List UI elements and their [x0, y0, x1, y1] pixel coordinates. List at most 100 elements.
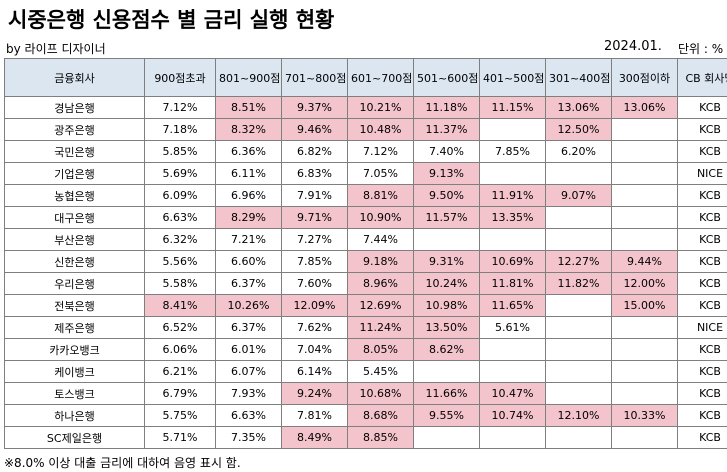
table-row: 카카오뱅크 6.06% 6.01% 7.04% 8.05% 8.62% KCB — [4, 338, 727, 361]
rate-cell — [479, 228, 546, 251]
rate-cell: 7.91% — [281, 184, 348, 207]
column-header: 301~400점 — [545, 58, 612, 97]
rate-cell: 6.63% — [144, 206, 216, 229]
rate-cell: 5.58% — [144, 272, 216, 295]
rate-cell — [545, 228, 612, 251]
rate-cell: 8.96% — [347, 272, 414, 295]
rate-cell: 5.71% — [144, 426, 216, 449]
rate-cell: 7.93% — [215, 382, 282, 405]
rate-cell: 11.65% — [479, 294, 546, 317]
rate-cell: 7.04% — [281, 338, 348, 361]
cb-company-cell: KCB — [677, 426, 727, 449]
rate-cell — [479, 162, 546, 185]
rate-cell — [479, 426, 546, 449]
rate-cell: 7.62% — [281, 316, 348, 339]
rate-cell: 6.82% — [281, 140, 348, 163]
rate-cell — [611, 338, 678, 361]
table-body: 경남은행 7.12% 8.51% 9.37% 10.21% 11.18% 11.15% 13.… — [4, 96, 727, 449]
rate-cell: 5.45% — [347, 360, 414, 383]
rate-cell: 6.36% — [215, 140, 282, 163]
cb-company-cell: KCB — [677, 140, 727, 163]
rate-cell: 7.18% — [144, 118, 216, 141]
rate-cell: 6.01% — [215, 338, 282, 361]
rate-cell: 6.07% — [215, 360, 282, 383]
rate-cell — [545, 338, 612, 361]
rate-cell — [611, 426, 678, 449]
rate-cell: 5.56% — [144, 250, 216, 273]
rate-cell: 7.85% — [479, 140, 546, 163]
rate-cell: 6.11% — [215, 162, 282, 185]
bank-name-cell: 대구은행 — [4, 206, 145, 229]
page-title: 시중은행 신용점수 별 금리 실행 현황 — [8, 8, 335, 32]
bank-name-cell: 농협은행 — [4, 184, 145, 207]
rate-cell: 9.55% — [413, 404, 480, 427]
byline: by 라이프 디자이너 — [6, 42, 106, 56]
cb-company-cell: KCB — [677, 404, 727, 427]
column-header: 801~900점 — [215, 58, 282, 97]
rate-cell: 10.69% — [479, 250, 546, 273]
rate-cell: 6.21% — [144, 360, 216, 383]
rate-cell: 8.68% — [347, 404, 414, 427]
column-header: 401~500점 — [479, 58, 546, 97]
rate-cell: 10.21% — [347, 96, 414, 119]
rate-cell: 13.06% — [545, 96, 612, 119]
rate-cell: 12.10% — [545, 404, 612, 427]
rate-cell: 11.82% — [545, 272, 612, 295]
rate-cell — [413, 360, 480, 383]
bank-name-cell: 기업은행 — [4, 162, 145, 185]
rate-cell: 5.61% — [479, 316, 546, 339]
rate-cell: 11.24% — [347, 316, 414, 339]
rate-cell: 7.12% — [347, 140, 414, 163]
rate-cell: 7.60% — [281, 272, 348, 295]
table-row: 경남은행 7.12% 8.51% 9.37% 10.21% 11.18% 11.15% 13.… — [4, 96, 727, 119]
rate-cell: 8.49% — [281, 426, 348, 449]
rate-cell: 6.52% — [144, 316, 216, 339]
rate-cell: 9.50% — [413, 184, 480, 207]
rate-cell: 8.05% — [347, 338, 414, 361]
rate-cell: 9.24% — [281, 382, 348, 405]
table-row: 전북은행 8.41% 10.26% 12.09% 12.69% 10.98% 11.65% 1… — [4, 294, 727, 317]
rate-cell: 15.00% — [611, 294, 678, 317]
rate-cell: 11.57% — [413, 206, 480, 229]
header-row: 금융회사 900점초과 801~900점 701~800점 601~700점 501~60… — [4, 58, 727, 97]
cb-company-cell: KCB — [677, 118, 727, 141]
table-row: 케이뱅크 6.21% 6.07% 6.14% 5.45% KCB — [4, 360, 727, 383]
rate-cell: 10.26% — [215, 294, 282, 317]
bank-name-cell: 경남은행 — [4, 96, 145, 119]
cb-company-cell: KCB — [677, 272, 727, 295]
rate-cell: 13.06% — [611, 96, 678, 119]
rate-cell: 10.48% — [347, 118, 414, 141]
rate-cell: 6.14% — [281, 360, 348, 383]
cb-company-cell: NICE — [677, 162, 727, 185]
rate-cell: 9.18% — [347, 250, 414, 273]
column-header: 900점초과 — [144, 58, 216, 97]
rate-cell: 8.81% — [347, 184, 414, 207]
cb-company-cell: KCB — [677, 184, 727, 207]
rate-cell: 11.91% — [479, 184, 546, 207]
rate-cell — [545, 294, 612, 317]
rate-cell: 6.79% — [144, 382, 216, 405]
rate-cell — [545, 426, 612, 449]
rate-cell: 11.37% — [413, 118, 480, 141]
column-header: CB 회사명 — [677, 58, 727, 97]
cb-company-cell: KCB — [677, 250, 727, 273]
rate-cell: 9.13% — [413, 162, 480, 185]
rate-cell — [545, 360, 612, 383]
bank-name-cell: 전북은행 — [4, 294, 145, 317]
column-header: 300점이하 — [611, 58, 678, 97]
table-row: 우리은행 5.58% 6.37% 7.60% 8.96% 10.24% 11.81% 11.8… — [4, 272, 727, 295]
rate-cell — [611, 184, 678, 207]
rate-cell: 7.05% — [347, 162, 414, 185]
unit-label: 단위 : % — [678, 42, 724, 56]
rate-cell: 7.81% — [281, 404, 348, 427]
rate-cell: 6.37% — [215, 272, 282, 295]
column-header: 501~600점 — [413, 58, 480, 97]
rate-cell: 11.15% — [479, 96, 546, 119]
cb-company-cell: KCB — [677, 294, 727, 317]
rate-cell: 10.47% — [479, 382, 546, 405]
rate-cell: 10.98% — [413, 294, 480, 317]
rate-cell: 6.83% — [281, 162, 348, 185]
column-header: 금융회사 — [4, 58, 145, 97]
rate-cell: 7.21% — [215, 228, 282, 251]
rate-cell: 7.85% — [281, 250, 348, 273]
